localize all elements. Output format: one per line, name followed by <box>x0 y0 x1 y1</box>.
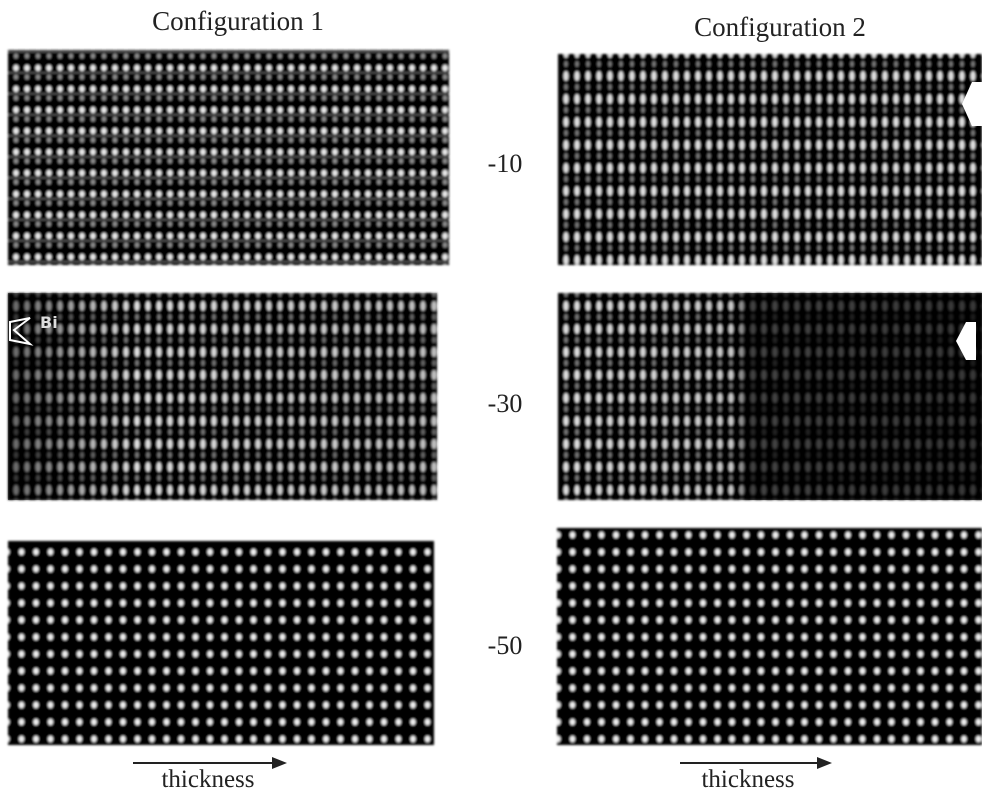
shading <box>558 293 982 500</box>
shading <box>8 293 437 500</box>
row-label: -10 <box>488 149 523 178</box>
column-title: Configuration 1 <box>152 6 324 36</box>
row-label: -30 <box>488 389 523 418</box>
arrow-head <box>272 757 287 769</box>
row-label: -50 <box>488 631 523 660</box>
column-title: Configuration 2 <box>694 12 866 42</box>
annotation: Bi <box>40 313 58 332</box>
arrow-head <box>817 757 832 769</box>
figure: Configuration 1 Configuration 2 -10 Bi -… <box>0 0 982 793</box>
axis-label: thickness <box>701 766 794 793</box>
axis-label: thickness <box>161 766 254 793</box>
